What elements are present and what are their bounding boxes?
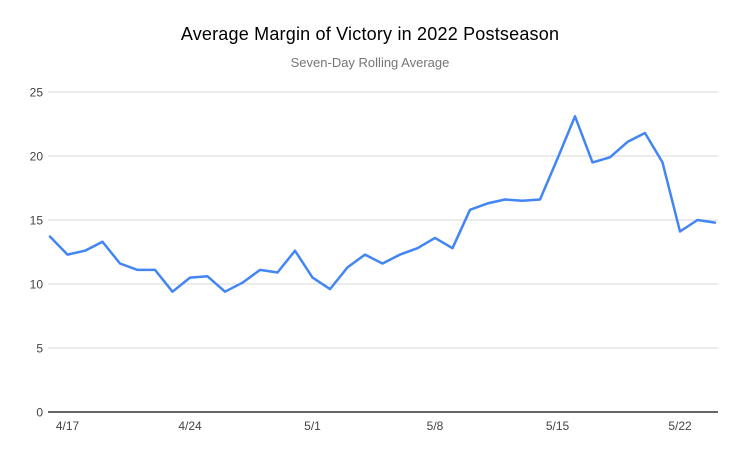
x-axis-label: 5/1 — [304, 419, 321, 433]
x-axis-label: 5/15 — [546, 419, 570, 433]
chart-subtitle: Seven-Day Rolling Average — [290, 55, 450, 70]
x-axis-label: 4/17 — [56, 419, 80, 433]
y-axis-label: 25 — [30, 86, 44, 100]
data-series-line — [48, 115, 717, 293]
y-axis-label: 0 — [36, 406, 43, 420]
y-axis-label: 15 — [30, 214, 44, 228]
x-axis-label: 5/8 — [427, 419, 444, 433]
x-axis-label: 5/22 — [668, 419, 692, 433]
y-axis-label: 10 — [30, 278, 44, 292]
y-axis-label: 5 — [36, 342, 43, 356]
chart-title: Average Margin of Victory in 2022 Postse… — [180, 24, 560, 44]
x-axis-label: 4/24 — [178, 419, 202, 433]
y-axis-label: 20 — [30, 150, 44, 164]
